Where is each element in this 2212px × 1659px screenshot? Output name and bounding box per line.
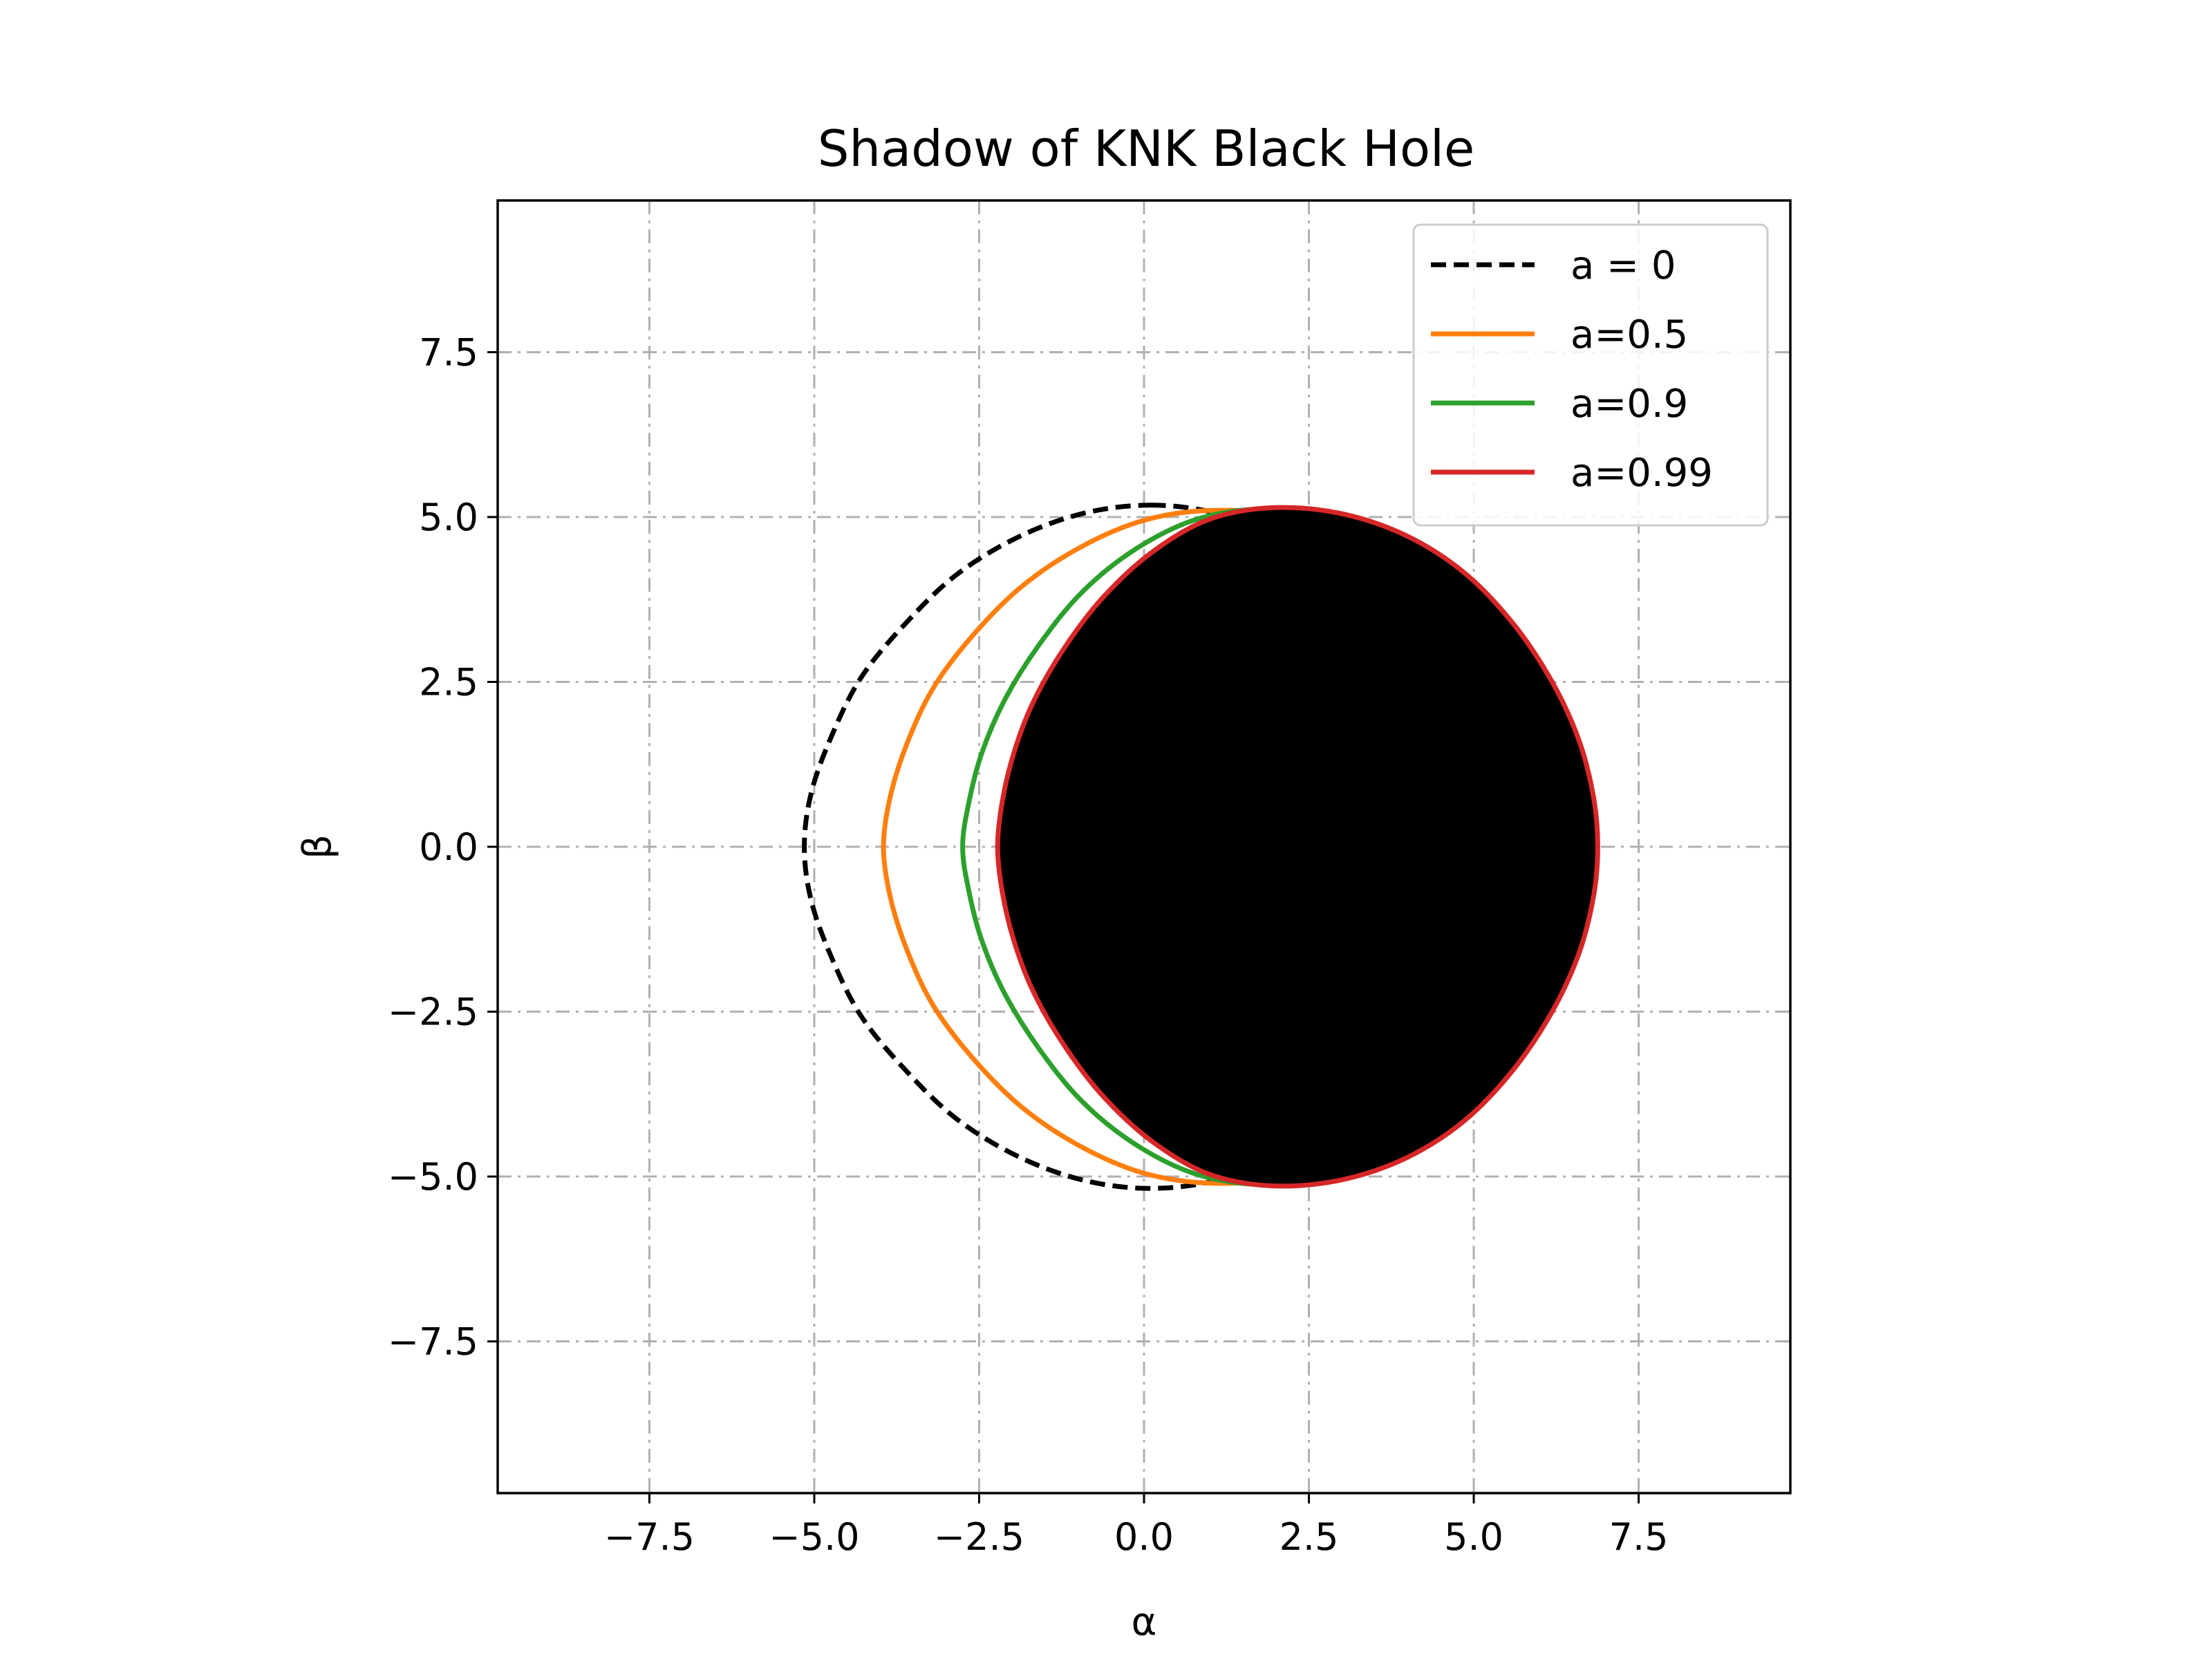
- y-tick-label: 7.5: [419, 330, 478, 374]
- x-tick-label: 5.0: [1444, 1515, 1503, 1559]
- x-tick-label: −2.5: [934, 1515, 1024, 1559]
- legend-box: [1412, 223, 1769, 527]
- series-layer: [802, 503, 1600, 1191]
- y-tick-label: −7.5: [388, 1320, 478, 1364]
- y-tick-label: 5.0: [419, 496, 478, 539]
- y-tick-label: 0.0: [419, 825, 478, 869]
- y-tick-label: 2.5: [419, 660, 478, 704]
- x-axis-label: α: [1132, 1600, 1157, 1644]
- y-tick-label: −5.0: [388, 1155, 478, 1199]
- series-line-0: [802, 503, 1488, 1191]
- series-line-3: [995, 505, 1600, 1189]
- chart-title: Shadow of KNK Black Hole: [818, 120, 1475, 178]
- y-ticks: 7.5 5.0 2.5 0.0 −2.5 −5.0 −7.5: [388, 330, 498, 1364]
- y-axis-label: β: [295, 834, 340, 859]
- legend-label-2: a=0.9: [1571, 382, 1688, 427]
- legend-label-1: a=0.5: [1571, 312, 1688, 357]
- legend-label-0: a = 0: [1571, 243, 1676, 288]
- y-tick-label: −2.5: [388, 991, 478, 1034]
- x-ticks: −7.5 −5.0 −2.5 0.0 2.5 5.0 7.5: [604, 1493, 1669, 1559]
- legend-label-3: a=0.99: [1571, 451, 1713, 496]
- legend: a = 0 a=0.5 a=0.9 a=0.99: [1412, 223, 1769, 527]
- x-tick-label: −5.0: [769, 1515, 859, 1559]
- x-tick-label: 2.5: [1280, 1515, 1339, 1559]
- x-tick-label: 0.0: [1114, 1515, 1174, 1559]
- x-tick-label: −7.5: [604, 1515, 695, 1559]
- shadow-fill-region: [997, 507, 1598, 1186]
- x-tick-label: 7.5: [1609, 1515, 1669, 1559]
